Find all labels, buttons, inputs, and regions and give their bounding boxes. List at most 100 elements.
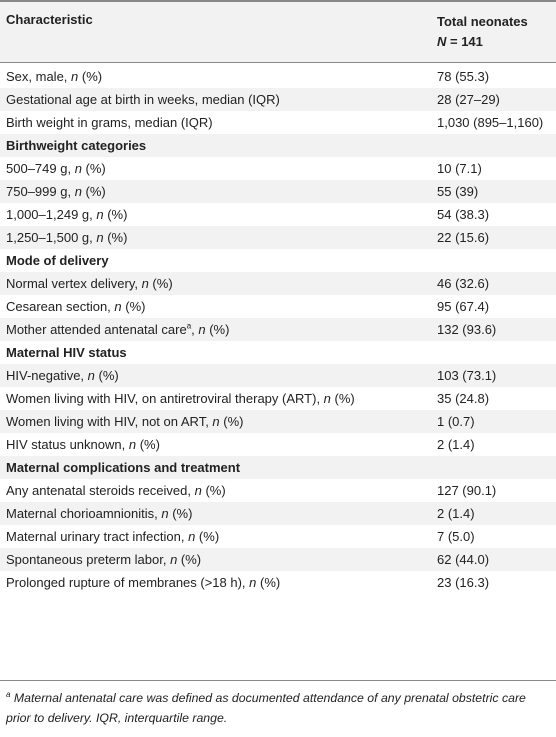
table-row: 1,000–1,249 g, n (%) 54 (38.3): [0, 203, 556, 226]
row-label: 1,000–1,249 g, n (%): [6, 203, 127, 226]
row-label: Gestational age at birth in weeks, media…: [6, 88, 280, 111]
row-value: 132 (93.6): [437, 322, 497, 337]
table-row: HIV status unknown, n (%) 2 (1.4): [0, 433, 556, 456]
section-label: Birthweight categories: [6, 138, 147, 153]
row-label: Birth weight in grams, median (IQR): [6, 111, 213, 134]
section-label: Mode of delivery: [6, 253, 109, 268]
row-label-text: 1,250–1,500 g,: [6, 230, 97, 245]
row-n-symbol: n: [170, 552, 178, 567]
row-label-suffix: (%): [177, 552, 202, 567]
table-row: Gestational age at birth in weeks, media…: [0, 88, 556, 111]
table-row: Sex, male, n (%) 78 (55.3): [0, 65, 556, 88]
row-footnote-mark: a: [186, 321, 192, 331]
row-label-suffix: (%): [168, 506, 193, 521]
table-row: Maternal chorioamnionitis, n (%) 2 (1.4): [0, 502, 556, 525]
row-label: HIV status unknown, n (%): [6, 433, 160, 456]
row-label-suffix: (%): [136, 437, 160, 452]
header-n-value: = 141: [446, 34, 483, 49]
row-label-suffix: (%): [148, 276, 173, 291]
row-n-symbol: n: [74, 161, 82, 176]
row-label-text: Birth weight in grams, median (IQR): [6, 115, 213, 130]
row-label-suffix: (%): [81, 184, 106, 199]
row-label: 750–999 g, n (%): [6, 180, 106, 203]
row-label-suffix: (%): [103, 207, 128, 222]
table-row: 1,250–1,500 g, n (%) 22 (15.6): [0, 226, 556, 249]
row-label: Women living with HIV, not on ART, n (%): [6, 410, 244, 433]
row-label-text: Normal vertex delivery,: [6, 276, 142, 291]
row-label-suffix: (%): [256, 575, 281, 590]
table-row: Normal vertex delivery, n (%) 46 (32.6): [0, 272, 556, 295]
row-value: 28 (27–29): [437, 92, 500, 107]
row-label: 1,250–1,500 g, n (%): [6, 226, 127, 249]
row-label: Mother attended antenatal carea, n (%): [6, 318, 229, 341]
row-value: 127 (90.1): [437, 483, 497, 498]
table-row: HIV-negative, n (%) 103 (73.1): [0, 364, 556, 387]
header-rule: [0, 62, 556, 63]
header-n-count: N = 141: [437, 32, 528, 52]
row-label-text: Women living with HIV, on antiretroviral…: [6, 391, 324, 406]
table-row: 500–749 g, n (%) 10 (7.1): [0, 157, 556, 180]
row-label-text: 500–749 g,: [6, 161, 75, 176]
footnote-mark: a: [6, 689, 11, 699]
row-value: 23 (16.3): [437, 575, 490, 590]
row-label: 500–749 g, n (%): [6, 157, 106, 180]
row-label-text: Prolonged rupture of membranes (>18 h),: [6, 575, 250, 590]
table-footnote: a Maternal antenatal care was defined as…: [6, 688, 552, 728]
row-value: 62 (44.0): [437, 552, 490, 567]
row-value: 46 (32.6): [437, 276, 490, 291]
row-n-symbol: n: [141, 276, 149, 291]
row-label-text: HIV status unknown,: [6, 437, 129, 452]
row-label-suffix: (%): [121, 299, 146, 314]
row-label-suffix: (%): [78, 69, 103, 84]
row-label-text: Maternal chorioamnionitis,: [6, 506, 162, 521]
section-header-row: Maternal complications and treatment: [0, 456, 556, 479]
row-label-suffix: (%): [205, 322, 230, 337]
row-label-text: Women living with HIV, not on ART,: [6, 414, 213, 429]
row-label-text: Spontaneous preterm labor,: [6, 552, 171, 567]
table-row: Birth weight in grams, median (IQR) 1,030…: [0, 111, 556, 134]
row-n-symbol: n: [114, 299, 122, 314]
row-n-symbol: n: [198, 322, 206, 337]
row-label: Normal vertex delivery, n (%): [6, 272, 173, 295]
row-n-symbol: n: [249, 575, 257, 590]
row-label-text: Sex, male,: [6, 69, 72, 84]
table-row: Women living with HIV, not on ART, n (%)…: [0, 410, 556, 433]
row-value: 78 (55.3): [437, 69, 490, 84]
row-n-symbol: n: [96, 207, 104, 222]
row-value: 103 (73.1): [437, 368, 497, 383]
row-n-symbol: n: [323, 391, 331, 406]
row-label-suffix: (%): [94, 368, 119, 383]
row-label-text-cont: ,: [191, 322, 199, 337]
row-value: 7 (5.0): [437, 529, 475, 544]
table-row: Women living with HIV, on antiretroviral…: [0, 387, 556, 410]
row-label-suffix: (%): [103, 230, 128, 245]
row-n-symbol: n: [212, 414, 220, 429]
row-label: Any antenatal steroids received, n (%): [6, 479, 226, 502]
row-label: Maternal chorioamnionitis, n (%): [6, 502, 192, 525]
header-n-symbol: N: [437, 34, 447, 49]
row-label-text: 750–999 g,: [6, 184, 75, 199]
row-label-text: Cesarean section,: [6, 299, 115, 314]
row-label: Prolonged rupture of membranes (>18 h), …: [6, 571, 280, 594]
row-value: 35 (24.8): [437, 391, 490, 406]
row-value: 1,030 (895–1,160): [437, 115, 544, 130]
footnote-text: Maternal antenatal care was defined as d…: [6, 691, 526, 725]
row-n-symbol: n: [87, 368, 95, 383]
row-label: Sex, male, n (%): [6, 65, 102, 88]
row-value: 22 (15.6): [437, 230, 490, 245]
row-label-suffix: (%): [195, 529, 220, 544]
row-label-text: Gestational age at birth in weeks, media…: [6, 92, 280, 107]
header-characteristic: Characteristic: [6, 12, 93, 27]
row-label-suffix: (%): [201, 483, 226, 498]
row-label: Cesarean section, n (%): [6, 295, 145, 318]
section-header-row: Maternal HIV status: [0, 341, 556, 364]
header-total-neonates: Total neonates N = 141: [437, 12, 528, 52]
row-n-symbol: n: [188, 529, 196, 544]
row-label: Women living with HIV, on antiretroviral…: [6, 387, 355, 410]
row-value: 95 (67.4): [437, 299, 490, 314]
table-row: Cesarean section, n (%) 95 (67.4): [0, 295, 556, 318]
row-label: Spontaneous preterm labor, n (%): [6, 548, 201, 571]
section-header-row: Birthweight categories: [0, 134, 556, 157]
table-row: 750–999 g, n (%) 55 (39): [0, 180, 556, 203]
